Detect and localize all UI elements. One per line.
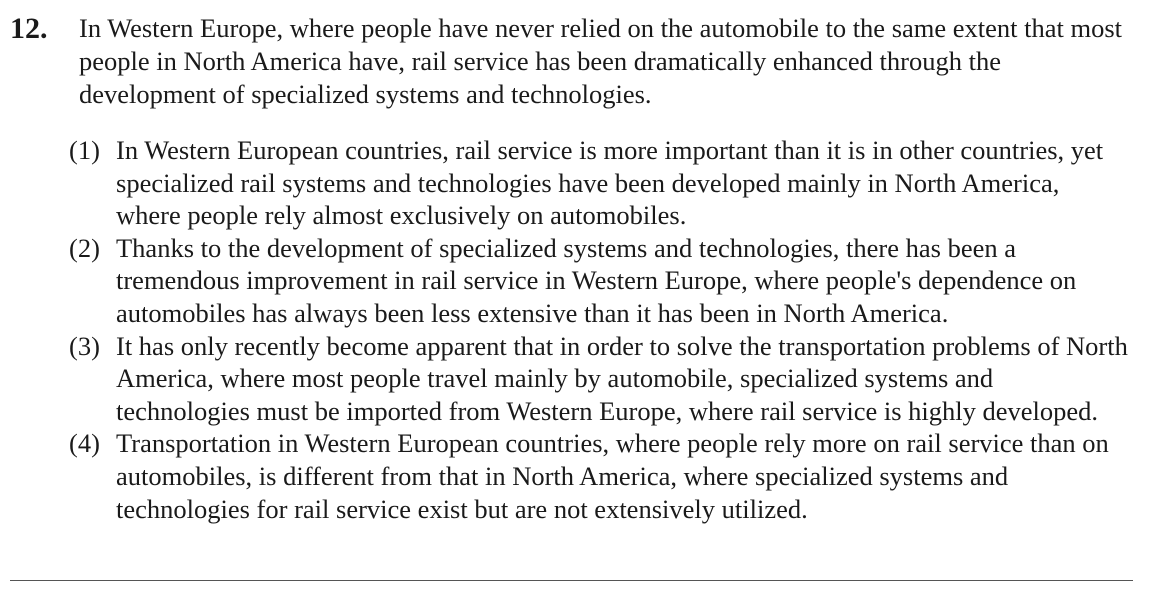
answer-option-2[interactable]: (2) Thanks to the development of special… [69, 232, 1129, 330]
answer-option-3[interactable]: (3) It has only recently become apparent… [69, 330, 1129, 428]
answer-options: (1) In Western European countries, rail … [69, 134, 1129, 525]
question-stem: In Western Europe, where people have nev… [79, 13, 1123, 109]
answer-option-4[interactable]: (4) Transportation in Western European c… [69, 427, 1129, 525]
option-label: (2) [69, 232, 100, 263]
option-text: Thanks to the development of specialized… [116, 232, 1077, 328]
section-divider [10, 580, 1133, 581]
option-text: It has only recently become apparent tha… [116, 330, 1128, 426]
option-label: (4) [69, 428, 100, 459]
question-number: 12. [10, 12, 48, 45]
answer-option-1[interactable]: (1) In Western European countries, rail … [69, 134, 1129, 232]
option-label: (3) [69, 330, 100, 361]
option-label: (1) [69, 135, 100, 165]
option-text: In Western European countries, rail serv… [116, 135, 1104, 231]
option-text: Transportation in Western European count… [116, 428, 1109, 524]
